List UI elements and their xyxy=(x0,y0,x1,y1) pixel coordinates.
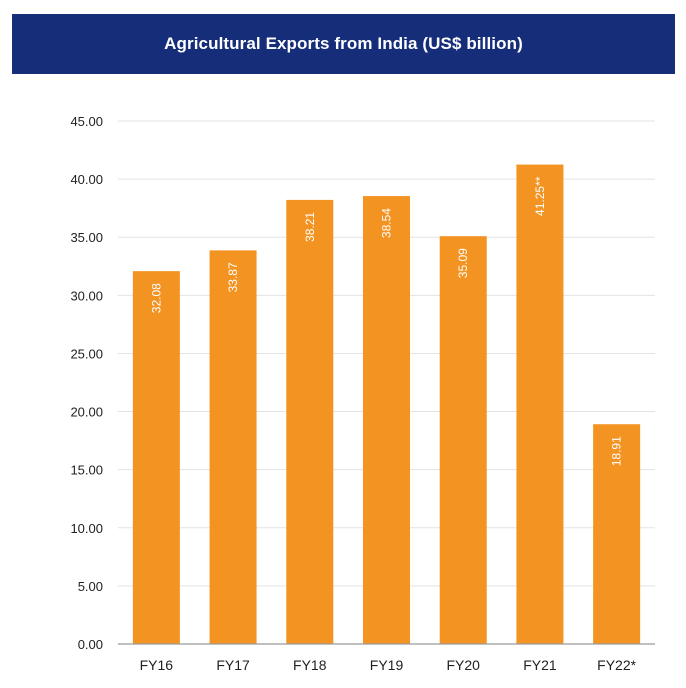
bar-value-label: 18.91 xyxy=(610,436,624,466)
y-tick-label: 5.00 xyxy=(78,579,103,594)
y-tick-label: 10.00 xyxy=(70,521,103,536)
y-tick-label: 45.00 xyxy=(70,114,103,129)
x-axis-ticks: FY16 FY17 FY18 FY19 FY20 FY21 FY22* xyxy=(140,657,637,673)
bar xyxy=(132,271,180,644)
y-tick-label: 30.00 xyxy=(70,288,103,303)
bar xyxy=(363,196,410,644)
y-tick-label: 15.00 xyxy=(70,463,103,478)
x-tick-label: FY22* xyxy=(597,657,636,673)
x-tick-label: FY18 xyxy=(293,657,327,673)
bar-value-label: 35.09 xyxy=(456,248,470,278)
x-tick-label: FY16 xyxy=(140,657,174,673)
y-axis-ticks: 0.00 5.00 10.00 15.00 20.00 25.00 30.00 35.00 40… xyxy=(70,114,103,652)
bar xyxy=(439,236,487,645)
bars xyxy=(132,164,641,645)
bar-value-label: 41.25** xyxy=(533,176,547,216)
bar-value-label: 38.54 xyxy=(380,208,394,238)
bar-value-label: 33.87 xyxy=(226,262,240,292)
bar xyxy=(516,164,564,645)
y-tick-label: 0.00 xyxy=(78,637,103,652)
data-labels: 32.08 33.87 38.21 38.54 35.09 41.25** 18.91 xyxy=(149,176,623,466)
y-tick-label: 25.00 xyxy=(70,346,103,361)
x-tick-label: FY17 xyxy=(216,657,250,673)
x-tick-label: FY21 xyxy=(523,657,557,673)
y-tick-label: 20.00 xyxy=(70,405,103,420)
chart-title: Agricultural Exports from India (US$ bil… xyxy=(12,14,675,74)
y-tick-label: 40.00 xyxy=(70,172,103,187)
x-tick-label: FY20 xyxy=(446,657,480,673)
bar xyxy=(593,424,641,644)
bar-value-label: 32.08 xyxy=(149,283,163,313)
bar xyxy=(286,199,334,644)
x-tick-label: FY19 xyxy=(370,657,404,673)
bar-value-label: 38.21 xyxy=(303,212,317,242)
bar xyxy=(209,250,257,644)
y-tick-label: 35.00 xyxy=(70,230,103,245)
